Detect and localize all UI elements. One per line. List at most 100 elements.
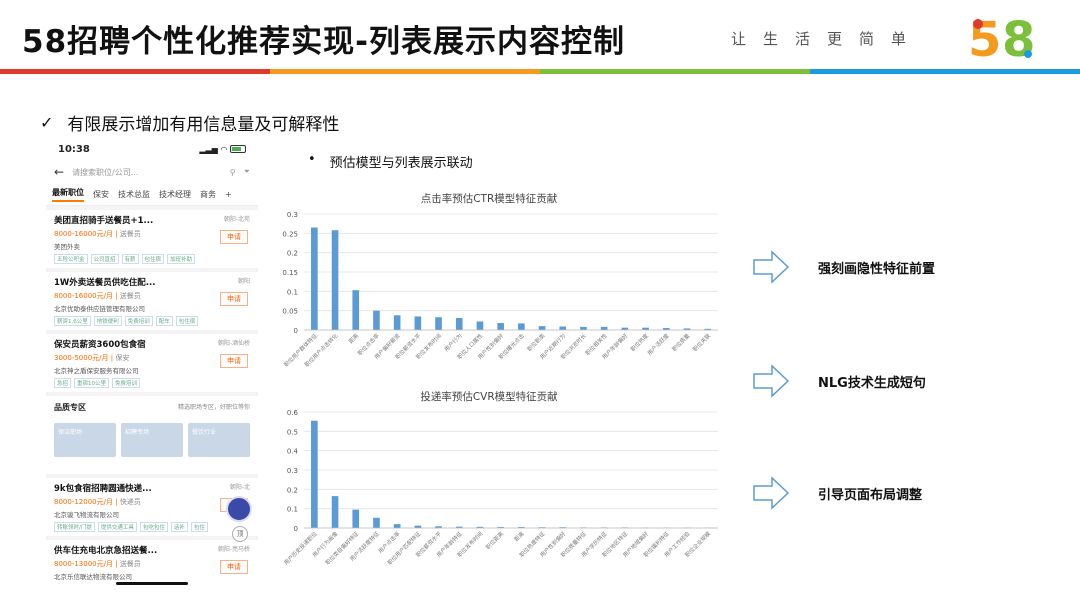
job-location: 朝阳-北苑 [223, 216, 250, 223]
y-tick-label: 0.2 [287, 486, 298, 494]
job-tag: 免费培训 [112, 378, 141, 388]
bar [373, 517, 380, 528]
zone-more[interactable]: 精选职场专区，好职位等你 [177, 404, 250, 411]
job-title[interactable]: 9k包食宿招聘圆通快递... [54, 484, 152, 494]
y-tick-label: 0.2 [287, 250, 298, 258]
y-tick-label: 0.1 [287, 288, 298, 296]
bar [683, 328, 691, 330]
bar [642, 327, 649, 330]
zone-card[interactable]: 招聘专场 [121, 423, 183, 457]
job-title[interactable]: 保安员薪资3600包食宿 [54, 340, 146, 350]
job-tag: 包住 [190, 522, 208, 532]
job-tag: 急招 [54, 378, 72, 388]
bar [373, 310, 380, 330]
status-bar: 10:38 ▂▃▅ ◠ [46, 138, 258, 160]
assistant-robot-icon[interactable] [226, 496, 252, 522]
search-icon[interactable]: ⚲ [229, 167, 236, 177]
back-arrow-icon[interactable]: ← [54, 165, 65, 179]
job-title[interactable]: 美团直招骑手送餐员+1... [54, 216, 154, 226]
x-tick-label: 职位热度 [629, 331, 651, 353]
sub-point: • 预估模型与列表展示联动 [308, 152, 473, 171]
rainbow-divider [0, 69, 1080, 74]
add-tab-icon[interactable]: + [225, 190, 232, 199]
zone-title: 品质专区 [54, 403, 86, 412]
ctr-feature-chart: 点击率预估CTR模型特征贡献 0 0.05 0.1 0.15 0.2 0.25 0.3 职位用户… [282, 192, 718, 369]
zone-card[interactable]: 保洁职场 [54, 423, 116, 457]
category-tabs: 最新职位 保安 技术总监 技术经理 商务 + [46, 184, 258, 206]
x-tick-label: 用户历史投递职位 [282, 529, 319, 566]
tab-0[interactable]: 最新职位 [52, 187, 84, 202]
job-tag: 包住宿 [141, 254, 165, 264]
battery-icon [230, 145, 246, 153]
job-salary: 8000-13000元/月 | 送餐员 [54, 560, 141, 568]
tab-1[interactable]: 保安 [93, 190, 109, 199]
job-company: 北京骏飞物流有限公司 [54, 511, 119, 519]
job-tag: 地铁便利 [93, 316, 122, 326]
y-tick-label: 0.6 [287, 409, 299, 417]
wifi-icon: ◠ [220, 144, 227, 154]
bar [580, 326, 587, 330]
apply-button[interactable]: 申请 [220, 292, 248, 306]
y-tick-label: 0.25 [282, 230, 298, 238]
scroll-top-button[interactable]: 顶 [232, 526, 248, 542]
cvr-feature-chart: 投递率预估CVR模型特征贡献 0 0.1 0.2 0.3 0.4 0.5 0.6 用户历史投递职… [282, 390, 718, 567]
job-title[interactable]: 1W外卖送餐员供吃住配... [54, 278, 156, 288]
bar [621, 327, 629, 330]
job-type: 送餐员 [119, 560, 141, 568]
filter-icon[interactable]: ⏷ [243, 167, 250, 176]
apply-button[interactable]: 申请 [220, 230, 248, 244]
arrow-right-icon [753, 364, 790, 398]
job-company: 美团外卖 [54, 243, 80, 251]
search-bar[interactable]: ← 请搜索职位/公司... ⚲ ⏷ [46, 160, 258, 184]
job-type: 送餐员 [119, 230, 141, 238]
x-tick-label: 距离 [512, 529, 526, 543]
bar [331, 496, 339, 528]
job-card[interactable]: 保安员薪资3600包食宿 朝阳-酒仙桥 3000-5000元/月 | 保安 北京神之盾… [46, 334, 258, 392]
tab-3[interactable]: 技术经理 [159, 190, 191, 199]
job-tag: 有薪 [121, 254, 139, 264]
job-salary: 3000-5000元/月 | 保安 [54, 354, 130, 362]
y-tick-label: 0.05 [282, 308, 298, 316]
bar [476, 526, 484, 528]
job-company: 北京神之盾保安服务有限公司 [54, 367, 139, 375]
tab-2[interactable]: 技术总监 [118, 190, 150, 199]
bar [704, 328, 711, 330]
bar [497, 527, 504, 528]
y-tick-label: 0.5 [287, 428, 298, 436]
bar [311, 227, 318, 330]
job-tag: 提供交通工具 [97, 522, 137, 532]
arrow-right-icon [753, 476, 790, 510]
job-tag: 公司直招 [90, 254, 119, 264]
y-tick-label: 0 [294, 525, 298, 533]
apply-button[interactable]: 申请 [220, 354, 248, 368]
search-input[interactable]: 请搜索职位/公司... [72, 167, 139, 177]
apply-button[interactable]: 申请 [220, 560, 248, 574]
y-tick-label: 0.1 [287, 506, 298, 514]
x-tick-label: 职位距离 [484, 529, 506, 551]
bar [331, 230, 339, 330]
y-tick-label: 0.3 [287, 211, 298, 219]
right-point-text: NLG技术生成短句 [818, 375, 926, 391]
job-card[interactable]: 供车住充电北京急招送餐... 朝阳-亮马桥 8000-13000元/月 | 送餐员北… [46, 540, 258, 590]
job-location: 朝阳 [237, 278, 250, 285]
arrow-shape [753, 250, 790, 284]
job-tag: 配车 [155, 316, 173, 326]
bar [662, 328, 670, 330]
job-card[interactable]: 9k包食宿招聘圆通快递... 朝阳-北 8000-12000元/月 | 快递员 北京骏… [46, 478, 258, 536]
job-tag: 薪资1.6公里 [54, 316, 91, 326]
job-company: 北京乐信联达物流有限公司 [54, 573, 132, 581]
chart-title: 投递率预估CVR模型特征贡献 [420, 390, 558, 403]
job-title[interactable]: 供车住充电北京急招送餐... [54, 546, 158, 556]
bar [600, 326, 608, 330]
bar [538, 326, 546, 330]
bar [414, 316, 422, 330]
bullet-icon: • [308, 152, 316, 167]
job-card[interactable]: 美团直招骑手送餐员+1... 朝阳-北苑 8000-16000元/月 | 送餐员 美团… [46, 210, 258, 268]
zone-card[interactable]: 餐饮行业 [188, 423, 250, 457]
y-tick-label: 0.15 [282, 269, 298, 277]
job-card[interactable]: 1W外卖送餐员供吃住配... 朝阳 8000-16000元/月 | 送餐员 北京优助泰… [46, 272, 258, 330]
quality-zone[interactable]: 品质专区 精选职场专区，好职位等你 保洁职场 招聘专场 餐饮行业 [46, 396, 258, 474]
slogan: 让生活更简单 [731, 30, 924, 48]
main-point: ✓ 有限展示增加有用信息量及可解释性 [40, 110, 339, 135]
tab-4[interactable]: 商务 [200, 190, 216, 199]
